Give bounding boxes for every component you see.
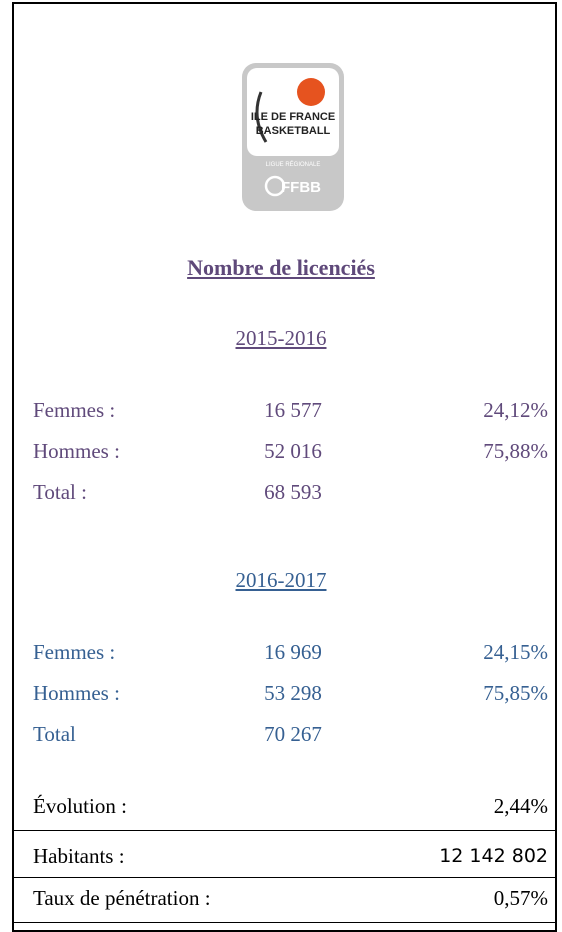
- separator: [14, 830, 555, 831]
- separator: [14, 877, 555, 878]
- row-percent: 75,85%: [483, 681, 548, 705]
- ball: [297, 78, 325, 106]
- row-percent: 24,12%: [483, 398, 548, 422]
- row-count: 53 298: [264, 681, 322, 705]
- row-label: Hommes :: [33, 681, 120, 705]
- title: Nombre de licenciés: [187, 255, 375, 280]
- summary-value: 0,57%: [493, 886, 548, 910]
- summary-label: Évolution :: [33, 794, 127, 818]
- row-count: 52 016: [264, 439, 322, 463]
- row-label: Hommes :: [33, 439, 120, 463]
- row-count: 16 577: [264, 398, 322, 422]
- row-label: Femmes :: [33, 398, 116, 422]
- row-percent: 24,15%: [483, 640, 548, 664]
- season-label: 2015-2016: [235, 326, 327, 350]
- separator: [14, 922, 555, 923]
- row-label: Total: [33, 722, 76, 746]
- logo: ILE DE FRANCE BASKETBALL LIGUE RÉGIONALE…: [242, 63, 344, 211]
- summary-label: Habitants :: [33, 844, 125, 868]
- logo-league: LIGUE RÉGIONALE: [266, 161, 321, 168]
- row-count: 70 267: [264, 722, 322, 746]
- summary-value: 2,44%: [493, 794, 548, 818]
- row-percent: 75,88%: [483, 439, 548, 463]
- logo-text: ILE DE FRANCE: [251, 111, 335, 123]
- swoosh: [255, 91, 268, 143]
- row-count: 16 969: [264, 640, 322, 664]
- summary-value: 12 142 802: [439, 845, 548, 867]
- logo-text: BASKETBALL: [256, 125, 331, 137]
- season-label: 2016-2017: [235, 568, 327, 592]
- logo-brand: FFBB: [281, 179, 321, 196]
- logo-icon: [264, 175, 286, 197]
- row-label: Total :: [33, 480, 87, 504]
- row-count: 68 593: [264, 480, 322, 504]
- row-label: Femmes :: [33, 640, 116, 664]
- summary-label: Taux de pénétration :: [33, 886, 211, 910]
